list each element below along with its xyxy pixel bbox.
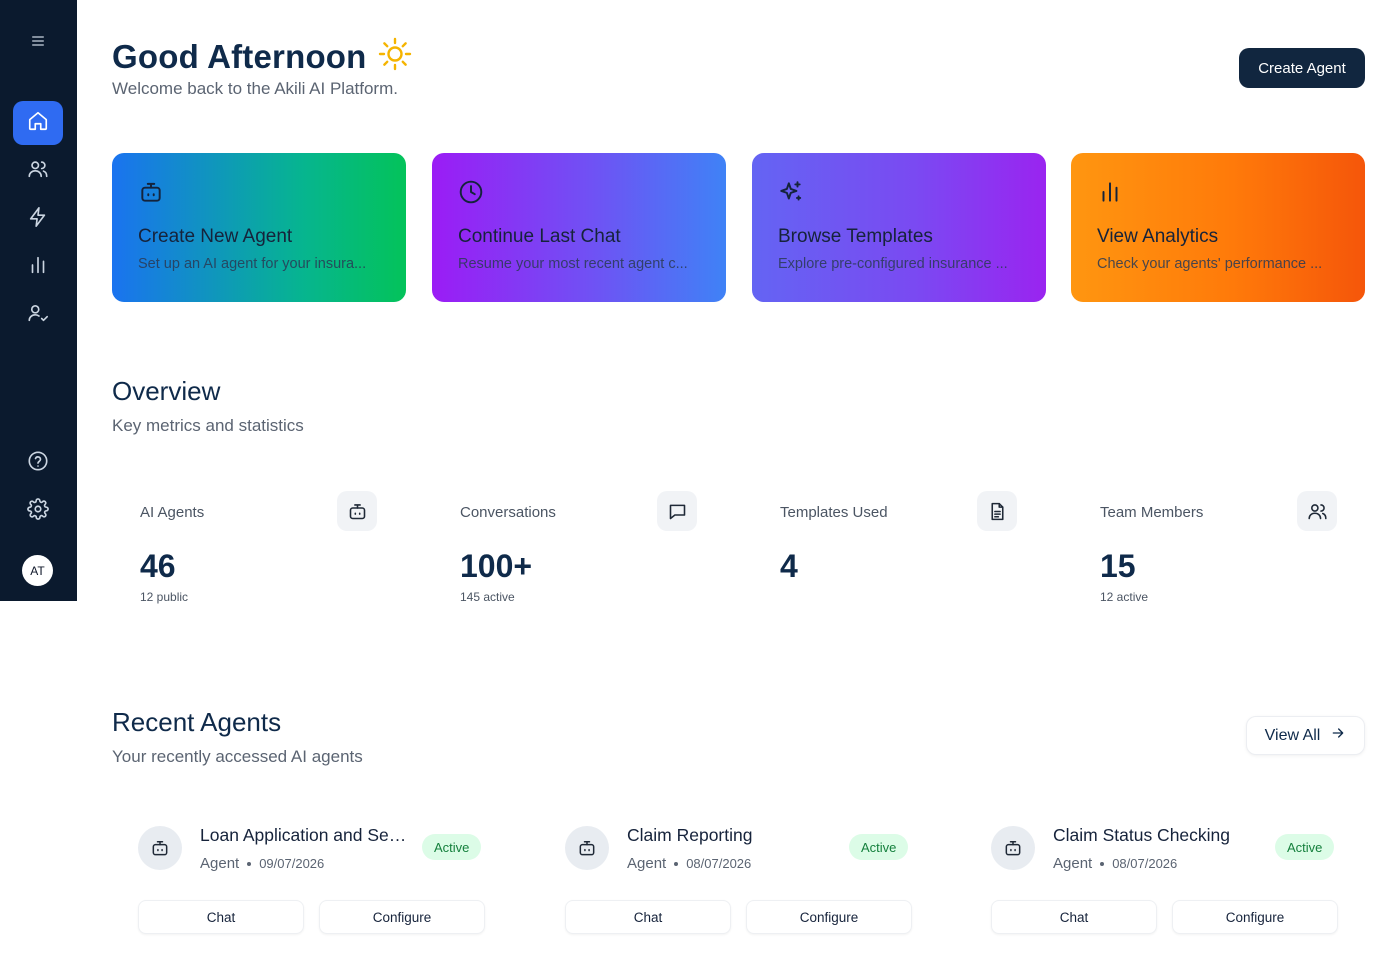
- agent-name[interactable]: Loan Application and Ser...: [200, 825, 408, 845]
- quick-action-subtitle: Set up an AI agent for your insura...: [138, 256, 367, 272]
- stat-value: 15: [1100, 548, 1136, 584]
- recent-agents-title: Recent Agents: [112, 707, 282, 737]
- configure-button[interactable]: Configure: [746, 900, 912, 934]
- sidebar-item-profile[interactable]: [13, 293, 63, 337]
- status-badge: Active: [1275, 834, 1335, 860]
- status-badge: Active: [422, 834, 482, 860]
- sidebar-item-automations[interactable]: [13, 197, 63, 241]
- clock-icon: [458, 179, 484, 205]
- menu-button[interactable]: [13, 21, 63, 65]
- agent-meta: Agent 08/07/2026: [1053, 855, 1177, 872]
- stat-note: 12 active: [1100, 590, 1149, 604]
- welcome-text: Welcome back to the Akili AI Platform.: [112, 79, 398, 98]
- agent-date: 08/07/2026: [1112, 856, 1178, 871]
- stat-label: Conversations: [460, 504, 556, 521]
- agent-name[interactable]: Claim Reporting: [627, 825, 753, 845]
- bot-icon: [138, 179, 164, 205]
- recent-agents-subtitle: Your recently accessed AI agents: [112, 747, 363, 766]
- sidebar-item-home[interactable]: [13, 101, 63, 145]
- create-agent-button[interactable]: Create Agent: [1239, 48, 1365, 88]
- view-all-button[interactable]: View All: [1246, 716, 1365, 755]
- separator-dot: [247, 861, 252, 866]
- stat-label: Team Members: [1100, 504, 1204, 521]
- bot-icon: [337, 491, 377, 531]
- sidebar-item-settings[interactable]: [13, 489, 63, 533]
- agent-type: Agent: [627, 855, 667, 872]
- stat-value: 46: [140, 548, 176, 584]
- quick-action-browse-templates[interactable]: Browse Templates Explore pre-configured …: [752, 153, 1046, 302]
- sidebar: AT: [0, 0, 77, 601]
- avatar[interactable]: AT: [22, 555, 53, 586]
- greeting-row: Good Afternoon: [112, 36, 413, 77]
- agent-date: 09/07/2026: [259, 856, 325, 871]
- chat-button[interactable]: Chat: [565, 900, 731, 934]
- sparkles-icon: [778, 179, 804, 205]
- quick-action-title: Continue Last Chat: [458, 226, 621, 247]
- sidebar-item-help[interactable]: [13, 441, 63, 485]
- separator-dot: [1100, 861, 1105, 866]
- menu-icon: [30, 33, 46, 54]
- configure-button[interactable]: Configure: [319, 900, 485, 934]
- gear-icon: [27, 497, 49, 525]
- stat-ai-agents: AI Agents 46 12 public: [140, 490, 380, 610]
- bar-chart-icon: [1097, 179, 1123, 205]
- view-all-label: View All: [1264, 726, 1321, 744]
- home-icon: [27, 110, 49, 137]
- stat-note: 145 active: [460, 590, 515, 604]
- user-check-icon: [27, 302, 49, 329]
- quick-action-subtitle: Resume your most recent agent c...: [458, 256, 688, 272]
- agent-type: Agent: [200, 855, 240, 872]
- agent-date: 08/07/2026: [686, 856, 752, 871]
- arrow-right-icon: [1330, 725, 1346, 746]
- stat-value: 100+: [460, 548, 533, 584]
- quick-action-subtitle: Explore pre-configured insurance ...: [778, 256, 1008, 272]
- sidebar-item-team[interactable]: [13, 149, 63, 193]
- bot-icon: [565, 826, 609, 870]
- quick-action-continue-chat[interactable]: Continue Last Chat Resume your most rece…: [432, 153, 726, 302]
- chat-button[interactable]: Chat: [138, 900, 304, 934]
- overview-subtitle: Key metrics and statistics: [112, 416, 304, 435]
- zap-icon: [27, 206, 49, 233]
- users-icon: [27, 158, 49, 185]
- bot-icon: [991, 826, 1035, 870]
- overview-title: Overview: [112, 376, 221, 406]
- users-icon: [1297, 491, 1337, 531]
- quick-action-title: View Analytics: [1097, 226, 1219, 247]
- configure-button[interactable]: Configure: [1172, 900, 1338, 934]
- agent-name[interactable]: Claim Status Checking: [1053, 825, 1231, 845]
- sidebar-item-analytics[interactable]: [13, 245, 63, 289]
- stat-templates-used: Templates Used 4: [780, 490, 1020, 610]
- agent-card: Claim Reporting Agent 08/07/2026 Active …: [565, 820, 915, 940]
- page-title: Good Afternoon: [112, 37, 367, 75]
- agent-card: Loan Application and Ser... Agent 09/07/…: [138, 820, 488, 940]
- bot-icon: [138, 826, 182, 870]
- agent-meta: Agent 08/07/2026: [627, 855, 751, 872]
- separator-dot: [674, 861, 679, 866]
- status-badge: Active: [849, 834, 909, 860]
- stat-value: 4: [780, 548, 798, 584]
- agent-card: Claim Status Checking Agent 08/07/2026 A…: [991, 820, 1341, 940]
- agent-meta: Agent 09/07/2026: [200, 855, 324, 872]
- quick-action-create-agent[interactable]: Create New Agent Set up an AI agent for …: [112, 153, 406, 302]
- sun-icon: [377, 36, 413, 77]
- stat-conversations: Conversations 100+ 145 active: [460, 490, 700, 610]
- stat-team-members: Team Members 15 12 active: [1100, 490, 1340, 610]
- quick-action-title: Browse Templates: [778, 226, 933, 247]
- analytics-icon: [27, 254, 49, 281]
- agent-type: Agent: [1053, 855, 1093, 872]
- stat-label: AI Agents: [140, 504, 205, 521]
- message-icon: [657, 491, 697, 531]
- quick-action-title: Create New Agent: [138, 226, 293, 247]
- stat-label: Templates Used: [780, 504, 888, 521]
- quick-action-subtitle: Check your agents' performance ...: [1097, 256, 1323, 272]
- stat-note: 12 public: [140, 590, 189, 604]
- chat-button[interactable]: Chat: [991, 900, 1157, 934]
- document-icon: [977, 491, 1017, 531]
- quick-action-view-analytics[interactable]: View Analytics Check your agents' perfor…: [1071, 153, 1365, 302]
- help-icon: [27, 450, 49, 477]
